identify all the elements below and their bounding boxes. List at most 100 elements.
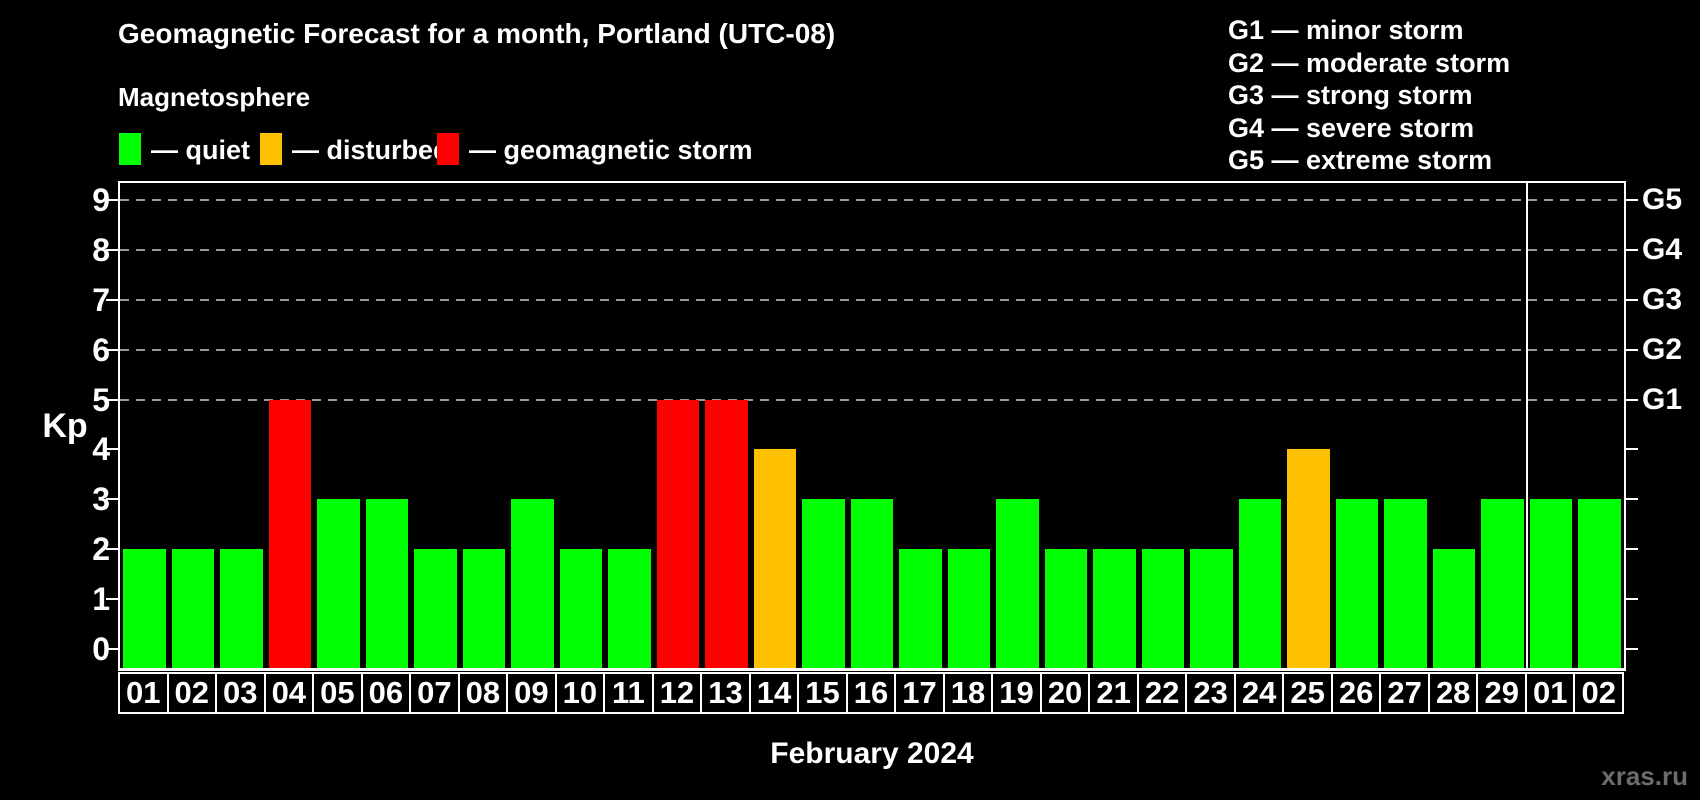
left-axis-tick-2 xyxy=(106,548,118,551)
day-cell-06: 06 xyxy=(360,672,412,714)
g-scale-label-g3: G3 xyxy=(1642,282,1683,316)
bar-day-05 xyxy=(317,499,360,668)
day-cell-09: 09 xyxy=(506,672,557,714)
bar-day-03 xyxy=(220,549,263,668)
bar-day-12 xyxy=(656,399,700,668)
right-axis-tick-9 xyxy=(1624,198,1638,201)
bar-day-24 xyxy=(1238,499,1282,668)
legend-label-storm: — geomagnetic storm xyxy=(469,135,753,165)
bar-day-21 xyxy=(1093,549,1136,668)
bar-day-02 xyxy=(171,549,215,668)
g-scale-label-g5: G5 xyxy=(1642,182,1683,216)
bar-day-19 xyxy=(996,499,1039,668)
bar-day-20 xyxy=(1044,549,1088,668)
left-axis-tick-3 xyxy=(106,498,118,501)
gridline-kp-9 xyxy=(120,198,1624,201)
left-axis-tick-8 xyxy=(106,248,118,251)
bar-day-01 xyxy=(123,549,166,668)
x-axis-title: February 2024 xyxy=(770,737,974,770)
y-tick-label-5: 5 xyxy=(92,381,110,418)
day-cell-03: 03 xyxy=(215,672,266,714)
y-tick-label-4: 4 xyxy=(92,431,110,468)
day-cell-27: 27 xyxy=(1379,672,1430,714)
day-cell-29: 29 xyxy=(1476,672,1527,714)
g-scale-legend: G1 — minor storm G2 — moderate storm G3 — … xyxy=(1228,14,1510,177)
storm-color-swatch xyxy=(437,133,459,165)
disturbed-color-swatch xyxy=(260,133,282,165)
bar-day-09 xyxy=(511,499,554,668)
bar-day-17 xyxy=(899,549,942,668)
left-axis-tick-1 xyxy=(106,598,118,601)
right-axis-tick-4 xyxy=(1624,448,1638,451)
right-axis-tick-8 xyxy=(1624,248,1638,251)
left-axis-tick-4 xyxy=(106,448,118,451)
day-cell-05: 05 xyxy=(312,672,363,714)
y-axis-title: Kp xyxy=(42,407,88,445)
bar-day-14 xyxy=(753,449,797,668)
y-tick-label-7: 7 xyxy=(92,281,110,318)
plot-area xyxy=(106,181,1638,671)
bar-day-29 xyxy=(1481,499,1524,668)
chart-title: Geomagnetic Forecast for a month, Portla… xyxy=(118,18,836,49)
bar-day-06 xyxy=(365,499,409,668)
right-axis-tick-0 xyxy=(1624,648,1638,650)
day-cell-02-next-month: 02 xyxy=(1573,672,1624,714)
g-legend-line-g5: G5 — extreme storm xyxy=(1228,145,1493,175)
day-cell-28: 28 xyxy=(1427,672,1479,714)
bar-day-22 xyxy=(1141,549,1185,668)
bar-day-04 xyxy=(268,399,312,668)
day-cell-12: 12 xyxy=(651,672,703,714)
day-cell-14: 14 xyxy=(748,672,800,714)
day-cell-26: 26 xyxy=(1330,672,1382,714)
day-cell-02: 02 xyxy=(166,672,218,714)
gridline-kp-7 xyxy=(120,298,1624,301)
day-cell-23: 23 xyxy=(1185,672,1236,714)
bar-day-13 xyxy=(705,399,748,668)
day-cell-01: 01 xyxy=(118,672,169,714)
day-cell-18: 18 xyxy=(942,672,994,714)
day-cell-07: 07 xyxy=(409,672,460,714)
day-cell-08: 08 xyxy=(457,672,509,714)
month-separator xyxy=(1525,183,1528,668)
right-axis-tick-6 xyxy=(1624,348,1638,351)
left-axis-tick-9 xyxy=(106,198,118,201)
bar-day-02 xyxy=(1578,499,1621,668)
right-axis-tick-5 xyxy=(1624,398,1638,401)
bar-day-26 xyxy=(1335,499,1379,668)
g-legend-line-g2: G2 — moderate storm xyxy=(1228,47,1511,78)
bar-day-11 xyxy=(608,549,651,668)
bar-day-18 xyxy=(947,549,991,668)
y-tick-label-3: 3 xyxy=(92,481,110,518)
right-axis-tick-7 xyxy=(1624,298,1638,301)
day-cell-20: 20 xyxy=(1039,672,1091,714)
watermark: xras.ru xyxy=(1601,761,1688,791)
day-cell-10: 10 xyxy=(554,672,606,714)
g-scale-label-g4: G4 xyxy=(1642,232,1683,266)
legend-label-quiet: — quiet xyxy=(151,135,250,165)
day-cell-04: 04 xyxy=(263,672,315,714)
legend-label-disturbed: — disturbed xyxy=(292,135,450,165)
left-axis-tick-7 xyxy=(106,298,118,301)
bar-day-25 xyxy=(1287,449,1330,668)
y-tick-label-1: 1 xyxy=(92,581,110,618)
day-cell-24: 24 xyxy=(1233,672,1285,714)
left-axis-tick-5 xyxy=(106,398,118,401)
quiet-color-swatch xyxy=(119,133,141,165)
day-cell-16: 16 xyxy=(845,672,897,714)
day-cell-19: 19 xyxy=(991,672,1042,714)
bar-day-23 xyxy=(1190,549,1233,668)
day-cell-15: 15 xyxy=(797,672,848,714)
day-cell-25: 25 xyxy=(1282,672,1333,714)
bar-day-27 xyxy=(1384,499,1427,668)
g-legend-line-g1: G1 — minor storm xyxy=(1228,15,1464,45)
right-axis-tick-1 xyxy=(1624,598,1638,601)
day-cell-17: 17 xyxy=(894,672,945,714)
y-tick-label-2: 2 xyxy=(92,531,110,568)
day-cell-13: 13 xyxy=(700,672,751,714)
gridline-kp-5 xyxy=(120,398,1624,401)
day-cell-22: 22 xyxy=(1136,672,1188,714)
day-cell-11: 11 xyxy=(603,672,654,714)
g-scale-label-g2: G2 xyxy=(1642,332,1683,366)
left-axis-tick-6 xyxy=(106,348,118,351)
